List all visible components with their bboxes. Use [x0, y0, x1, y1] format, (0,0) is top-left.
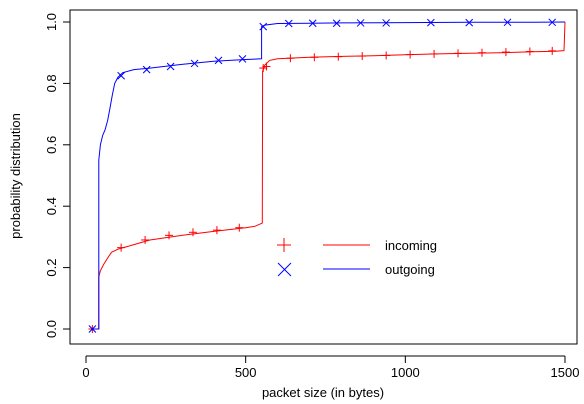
data-point-incoming: [212, 226, 221, 235]
series-outgoing: [88, 18, 566, 333]
data-point-incoming: [548, 46, 557, 55]
data-point-incoming: [188, 228, 197, 237]
data-point-outgoing: [382, 19, 391, 27]
data-point-incoming: [262, 62, 271, 71]
data-point-incoming: [406, 50, 415, 59]
axes: packet size (in bytes) probability distr…: [8, 9, 578, 400]
series-line-incoming: [92, 21, 566, 330]
legend-marker-outgoing-b: [277, 262, 292, 277]
data-point-outgoing: [259, 22, 268, 31]
data-point-incoming: [430, 49, 439, 58]
x-tick-label: 0: [82, 365, 89, 380]
y-tick-label: 0.6: [44, 136, 59, 154]
data-point-incoming: [286, 54, 295, 63]
data-point-outgoing: [190, 59, 199, 68]
series-incoming: [88, 21, 566, 333]
data-point-incoming: [334, 52, 343, 61]
data-point-incoming: [310, 53, 319, 62]
data-point-outgoing: [503, 18, 512, 27]
x-tick-label: 1000: [391, 365, 420, 380]
x-tick-label: 1500: [551, 365, 580, 380]
data-point-outgoing: [166, 62, 175, 71]
data-point-outgoing: [88, 325, 97, 333]
data-point-outgoing: [214, 56, 223, 65]
data-point-incoming: [501, 48, 510, 57]
data-point-outgoing: [284, 19, 293, 28]
y-tick-label: 0.4: [44, 197, 59, 215]
data-point-incoming: [235, 223, 244, 232]
data-point-outgoing: [238, 54, 247, 63]
tick-labels: 0 500 1000 1500 0.0 0.2 0.4 0.6 0.8 1.0: [44, 13, 579, 380]
plot-frame: [69, 9, 578, 345]
data-point-incoming: [117, 243, 126, 252]
data-point-incoming: [525, 47, 534, 56]
data-point-incoming: [382, 51, 391, 60]
legend-label-outgoing: outgoing: [385, 262, 435, 277]
data-point-incoming: [165, 231, 174, 240]
series-group: [88, 18, 566, 333]
y-axis-label: probability distribution: [8, 113, 23, 239]
legend: incoming outgoing: [277, 238, 437, 277]
y-tick-label: 1.0: [44, 13, 59, 31]
data-point-outgoing: [117, 71, 125, 80]
data-point-outgoing: [332, 19, 341, 28]
y-tick-label: 0.0: [44, 320, 59, 338]
data-point-incoming: [141, 235, 150, 244]
x-axis-label: packet size (in bytes): [262, 385, 384, 400]
data-point-outgoing: [356, 19, 365, 27]
data-point-outgoing: [142, 65, 151, 74]
data-point-outgoing: [308, 19, 317, 28]
data-point-incoming: [358, 52, 367, 61]
x-tick-label: 500: [235, 365, 257, 380]
y-tick-label: 0.8: [44, 74, 59, 92]
data-point-outgoing: [548, 18, 557, 27]
data-point-outgoing: [427, 18, 435, 27]
data-point-incoming: [454, 49, 463, 58]
series-line-outgoing: [92, 21, 566, 330]
y-tick-label: 0.2: [44, 259, 59, 277]
legend-label-incoming: incoming: [385, 238, 437, 253]
data-point-incoming: [477, 48, 486, 57]
data-point-outgoing: [465, 18, 474, 27]
data-point-incoming: [259, 64, 268, 73]
